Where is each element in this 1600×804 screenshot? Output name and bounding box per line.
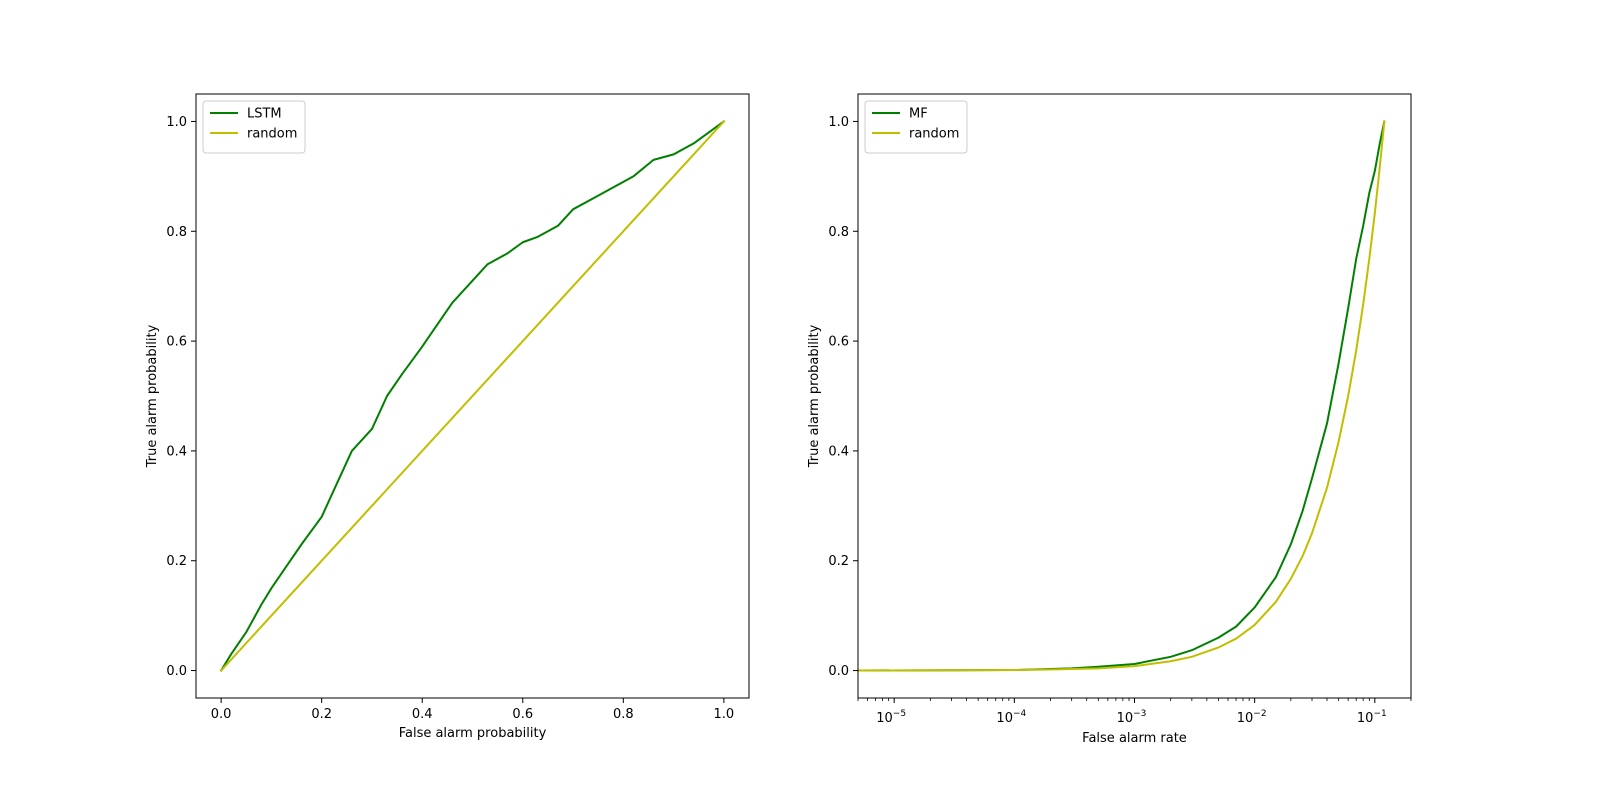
x-tick-label: 10−1 (1357, 709, 1387, 726)
series-line-random (219, 120, 726, 672)
series-line-lstm (219, 120, 726, 672)
legend: LSTM random (202, 100, 306, 154)
y-tick-label: 0.2 (166, 554, 187, 569)
x-axis-label: False alarm probability (399, 726, 547, 741)
y-tick-label: 1.0 (828, 115, 849, 130)
y-tick-label: 0.0 (166, 664, 187, 679)
axes-frame (195, 93, 750, 699)
y-tick-label: 0.6 (828, 335, 849, 350)
chart-panel-1: 0.0 0.2 0.4 0.6 0.8 1.0 0.0 0.2 0.4 0.6 0.8 1.0 Fals… (145, 93, 750, 741)
y-axis-label: True alarm probability (807, 324, 822, 468)
y-tick-label: 0.0 (828, 664, 849, 679)
series-line-mf (856, 120, 1386, 672)
legend-label: LSTM (247, 107, 282, 122)
series-line-random (856, 120, 1386, 672)
x-tick-label: 1.0 (714, 707, 735, 722)
x-tick-label: 0.6 (512, 707, 533, 722)
x-tick-label: 10−2 (1237, 709, 1267, 726)
y-tick-label: 0.8 (828, 225, 849, 240)
legend-label: MF (909, 107, 928, 122)
y-tick-label: 0.4 (828, 444, 849, 459)
x-tick-label: 0.0 (211, 707, 232, 722)
x-tick-label: 10−3 (1117, 709, 1147, 726)
y-tick-label: 0.2 (828, 554, 849, 569)
y-tick-label: 0.8 (166, 225, 187, 240)
x-tick-label: 0.4 (412, 707, 433, 722)
legend-label: random (909, 127, 959, 142)
legend-label: random (247, 127, 297, 142)
y-tick-label: 0.6 (166, 335, 187, 350)
x-tick-label: 10−4 (996, 709, 1026, 726)
y-tick-label: 0.4 (166, 444, 187, 459)
x-tick-label: 0.8 (613, 707, 634, 722)
x-tick-label: 0.2 (311, 707, 332, 722)
y-tick-label: 1.0 (166, 115, 187, 130)
x-axis-label: False alarm rate (1082, 731, 1187, 746)
chart-panel-2: 0.0 0.2 0.4 0.6 0.8 1.0 10−5 10−4 10−3 10−2 10−1 Fa… (807, 93, 1412, 746)
y-axis-label: True alarm probability (145, 324, 160, 468)
legend: MF random (864, 100, 968, 154)
x-tick-label: 10−5 (876, 709, 906, 726)
